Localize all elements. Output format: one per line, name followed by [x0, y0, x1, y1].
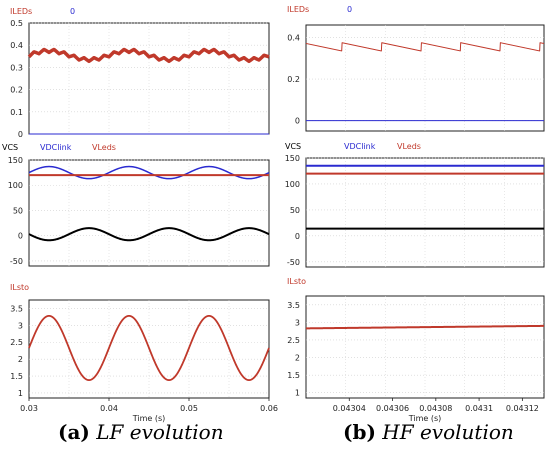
plot-area [28, 159, 270, 267]
legend-label-0: 0 [347, 5, 352, 14]
x-tick-label: 0.06 [260, 404, 278, 413]
legend-label-0: 0 [70, 7, 75, 16]
chart-panel-3: 1 1.5 2 2.5 3 3.5 0.03 0.04 0.05 0.06 Time (s) ILst… [10, 283, 278, 423]
y-tick-label: 0.2 [287, 75, 300, 84]
x-tick-label: 0.0431 [465, 404, 493, 413]
y-tick-label: 0.1 [10, 108, 23, 117]
y-tick-label: 2.5 [287, 336, 300, 345]
y-tick-label: 1.5 [287, 371, 300, 380]
legend-label-ilsto: ILsto [287, 277, 306, 286]
y-tick-label: 1 [295, 389, 300, 398]
y-tick-label: 50 [290, 206, 300, 215]
y-tick-label: 0.2 [10, 86, 23, 95]
chart-panel-6: 1 1.5 2 2.5 3 3.5 0.04304 0.04306 0.04308 0.0431 0… [287, 277, 545, 423]
caption-b-tag: (b) [343, 420, 376, 444]
x-tick-label: 0.04 [100, 404, 118, 413]
legend-label-vleds: VLeds [397, 142, 421, 151]
y-tick-label: 2.5 [10, 338, 23, 347]
legend-label-vcs: VCS [285, 142, 301, 151]
x-tick-label: 0.04304 [333, 404, 366, 413]
series-line-ilsto [28, 314, 270, 381]
series-line-ileds [305, 42, 545, 52]
chart-panel-2: -50 0 50 100 150 VCS VDClink VLeds [2, 143, 270, 267]
y-tick-label: 3.5 [10, 304, 23, 313]
y-tick-label: 0.4 [10, 41, 23, 50]
y-tick-label: -50 [287, 258, 300, 267]
x-tick-label: 0.04312 [506, 404, 539, 413]
y-tick-label: 0 [18, 232, 23, 241]
legend-label-vdclink: VDClink [40, 143, 72, 152]
y-tick-label: 0 [295, 232, 300, 241]
y-tick-label: 100 [8, 181, 23, 190]
plot-area [28, 22, 270, 135]
y-tick-label: -50 [10, 257, 23, 266]
x-tick-label: 0.05 [180, 404, 198, 413]
y-tick-label: 0.4 [287, 33, 300, 42]
y-tick-label: 0 [295, 117, 300, 126]
legend-label-vleds: VLeds [92, 143, 116, 152]
y-tick-label: 150 [8, 156, 23, 165]
chart-panel-5: -50 0 50 100 150 VCS VDClink VLeds [285, 142, 545, 268]
caption-a: (a) LF evolution [58, 420, 224, 444]
y-tick-label: 100 [285, 180, 300, 189]
series-line-vdclink [28, 165, 270, 180]
caption-a-tag: (a) [58, 420, 90, 444]
y-tick-label: 150 [285, 154, 300, 163]
legend-label-ileds: ILEDs [10, 7, 32, 16]
x-tick-label: 0.04308 [419, 404, 452, 413]
x-axis-label: Time (s) [132, 414, 166, 423]
y-tick-label: 0 [18, 130, 23, 139]
y-tick-label: 3 [18, 321, 23, 330]
chart-panel-1: 0 0.1 0.2 0.3 0.4 0.5 ILEDs 0 [10, 7, 271, 139]
caption-b: (b) HF evolution [343, 420, 514, 444]
y-tick-label: 2 [295, 354, 300, 363]
legend-label-ileds: ILEDs [287, 5, 309, 14]
legend-label-vdclink: VDClink [344, 142, 376, 151]
x-tick-label: 0.04306 [376, 404, 409, 413]
y-tick-label: 2 [18, 355, 23, 364]
y-tick-label: 1.5 [10, 372, 23, 381]
series-line-vcs [28, 227, 270, 242]
y-tick-label: 0.5 [10, 19, 23, 28]
y-tick-label: 50 [13, 206, 23, 215]
caption-a-text: LF evolution [96, 420, 224, 444]
plot-area [305, 24, 545, 132]
x-axis-label: Time (s) [408, 414, 442, 423]
chart-panel-4: 0 0.2 0.4 ILEDs 0 [287, 5, 545, 132]
y-tick-label: 3 [295, 318, 300, 327]
series-line-ilsto [305, 324, 545, 330]
series-line-ileds [27, 47, 271, 64]
caption-b-text: HF evolution [382, 420, 514, 444]
x-tick-label: 0.03 [20, 404, 38, 413]
y-tick-label: 1 [18, 389, 23, 398]
legend-label-ilsto: ILsto [10, 283, 29, 292]
y-tick-label: 0.3 [10, 63, 23, 72]
y-tick-label: 3.5 [287, 301, 300, 310]
legend-label-vcs: VCS [2, 143, 18, 152]
